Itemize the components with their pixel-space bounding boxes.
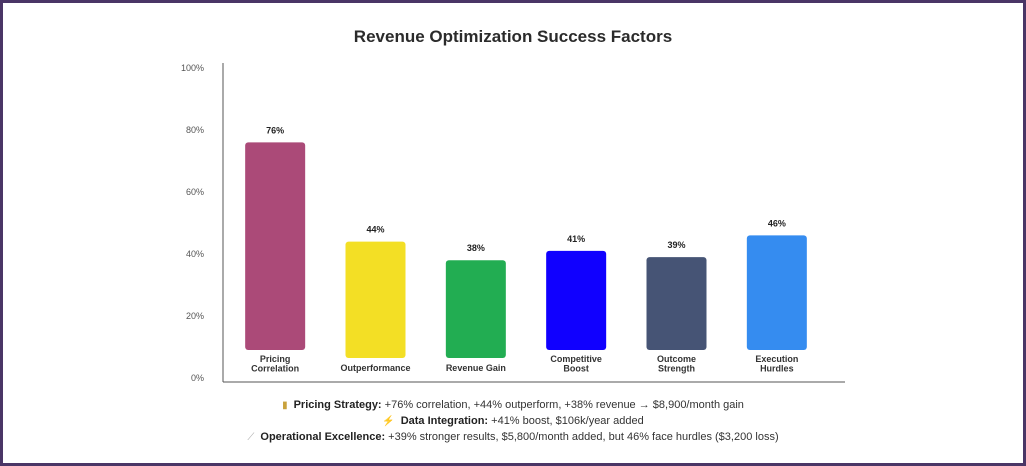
value-label: 38% (467, 243, 485, 253)
y-tick-label: 100% (181, 63, 204, 73)
y-tick-label: 40% (186, 249, 204, 259)
bar (746, 235, 807, 350)
x-tick-label: Outperformance (340, 363, 410, 373)
footer-line-data: ⚡ Data Integration: +41% boost, $106k/yea… (0, 415, 1026, 427)
bar (345, 241, 406, 358)
x-tick-label: Competitive (550, 354, 602, 364)
x-tick-label: Outcome (657, 354, 696, 364)
bar (245, 142, 306, 350)
x-tick-label: Execution (755, 354, 798, 364)
x-tick-label: Boost (563, 364, 589, 374)
value-label: 76% (266, 125, 284, 135)
x-tick-label: Strength (658, 364, 695, 374)
lightning-icon: ⚡ (382, 416, 395, 427)
bar (546, 250, 607, 350)
value-label: 41% (567, 234, 585, 244)
x-tick-label: Hurdles (760, 364, 794, 374)
value-label: 39% (667, 240, 685, 250)
value-label: 46% (768, 218, 786, 228)
y-tick-label: 80% (186, 125, 204, 135)
bar (445, 260, 506, 358)
wrench-icon: ⟋ (247, 432, 255, 443)
bar-chart-icon: ▮ (282, 400, 288, 411)
footer-text: +41% boost, $106k/year added (488, 415, 644, 427)
footer-text: +76% correlation, +44% outperform, +38% … (381, 399, 744, 411)
footer-label: Data Integration: (400, 415, 489, 427)
footer-line-ops: ⟋ Operational Excellence: +39% stronger r… (0, 431, 1026, 443)
y-tick-label: 20% (186, 311, 204, 321)
y-tick-label: 60% (186, 187, 204, 197)
x-tick-label: Pricing (260, 354, 291, 364)
chart-title: Revenue Optimization Success Factors (353, 27, 673, 46)
footer-line-pricing: ▮ Pricing Strategy: +76% correlation, +44… (0, 399, 1026, 411)
footer-text: +39% stronger results, $5,800/month adde… (385, 431, 779, 443)
value-label: 44% (366, 225, 384, 235)
y-tick-label: 0% (191, 373, 204, 383)
x-tick-label: Correlation (251, 364, 299, 374)
bar (646, 257, 707, 350)
footer-label: Operational Excellence: (260, 431, 386, 443)
footer-label: Pricing Strategy: (293, 399, 382, 411)
x-tick-label: Revenue Gain (446, 363, 506, 373)
